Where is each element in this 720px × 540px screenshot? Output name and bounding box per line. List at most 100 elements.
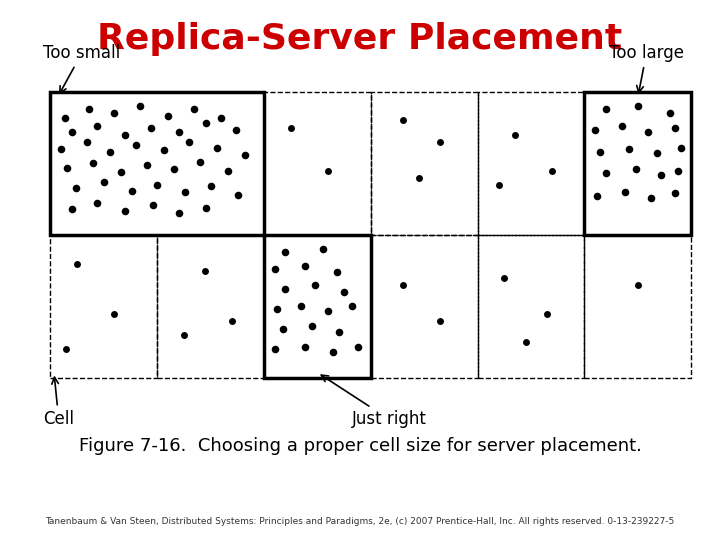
- Bar: [264, 92, 371, 235]
- Point: [98, 178, 109, 186]
- Point: [81, 138, 92, 146]
- Point: [233, 191, 244, 199]
- Bar: [50, 92, 264, 235]
- Point: [664, 109, 675, 118]
- Point: [201, 204, 212, 212]
- Point: [338, 288, 350, 296]
- Point: [109, 309, 120, 318]
- Point: [333, 328, 345, 336]
- Point: [632, 281, 644, 289]
- Bar: [477, 92, 585, 235]
- Point: [83, 105, 94, 113]
- Point: [194, 158, 206, 166]
- Text: Too small: Too small: [43, 44, 120, 93]
- Point: [493, 180, 505, 189]
- Text: Just right: Just right: [321, 375, 427, 428]
- Point: [546, 166, 558, 175]
- Point: [672, 166, 684, 175]
- Point: [140, 160, 153, 169]
- Point: [66, 127, 78, 136]
- Point: [413, 173, 425, 182]
- Bar: [50, 92, 157, 235]
- Point: [71, 259, 83, 268]
- Point: [109, 109, 120, 118]
- Point: [222, 166, 233, 175]
- Point: [60, 345, 72, 354]
- Point: [230, 126, 242, 135]
- Point: [201, 119, 212, 127]
- Bar: [371, 235, 477, 378]
- Text: Figure 7-16.  Choosing a proper cell size for server placement.: Figure 7-16. Choosing a proper cell size…: [78, 437, 642, 455]
- Point: [151, 180, 163, 189]
- Bar: [157, 92, 264, 235]
- Point: [158, 146, 169, 155]
- Point: [346, 302, 357, 310]
- Point: [331, 268, 343, 276]
- Point: [600, 105, 611, 113]
- Point: [279, 285, 291, 294]
- Point: [616, 122, 628, 131]
- Point: [652, 149, 663, 158]
- Point: [589, 126, 600, 135]
- Point: [675, 143, 686, 152]
- Point: [323, 166, 334, 175]
- Bar: [585, 92, 691, 235]
- Point: [168, 165, 180, 173]
- Point: [591, 192, 603, 200]
- Point: [120, 206, 131, 215]
- Point: [55, 145, 67, 153]
- Point: [91, 199, 103, 208]
- Point: [310, 281, 321, 289]
- Point: [296, 302, 307, 310]
- Point: [71, 184, 82, 192]
- Bar: [50, 235, 157, 378]
- Point: [130, 140, 142, 149]
- Point: [299, 262, 310, 271]
- Point: [179, 188, 191, 197]
- Point: [306, 322, 318, 331]
- Point: [226, 316, 238, 325]
- Bar: [585, 92, 691, 235]
- Point: [630, 165, 642, 173]
- Point: [317, 245, 328, 254]
- Bar: [264, 235, 371, 378]
- Point: [541, 309, 553, 318]
- Point: [184, 138, 195, 146]
- Point: [188, 105, 199, 113]
- Point: [162, 112, 174, 120]
- Point: [173, 209, 184, 218]
- Point: [120, 131, 131, 139]
- Point: [670, 189, 681, 198]
- Point: [520, 338, 531, 347]
- Point: [498, 273, 510, 282]
- Bar: [585, 235, 691, 378]
- Point: [269, 345, 280, 354]
- Point: [299, 342, 310, 351]
- Point: [328, 348, 339, 356]
- Point: [62, 163, 73, 172]
- Point: [60, 113, 71, 122]
- Text: Too large: Too large: [609, 44, 684, 93]
- Point: [397, 281, 408, 289]
- Point: [595, 147, 606, 156]
- Point: [66, 205, 78, 213]
- Point: [509, 131, 521, 139]
- Point: [199, 266, 211, 275]
- Point: [632, 102, 644, 111]
- Point: [434, 138, 446, 146]
- Point: [352, 342, 364, 351]
- Point: [204, 182, 216, 191]
- Point: [655, 171, 667, 179]
- Point: [104, 147, 116, 156]
- Point: [178, 330, 189, 340]
- Point: [91, 122, 103, 131]
- Point: [643, 127, 654, 136]
- Point: [126, 186, 138, 195]
- Point: [269, 265, 280, 274]
- Text: Cell: Cell: [43, 377, 74, 428]
- Point: [173, 127, 184, 136]
- Bar: [264, 235, 371, 378]
- Point: [434, 316, 446, 325]
- Point: [215, 113, 227, 122]
- Point: [285, 123, 297, 132]
